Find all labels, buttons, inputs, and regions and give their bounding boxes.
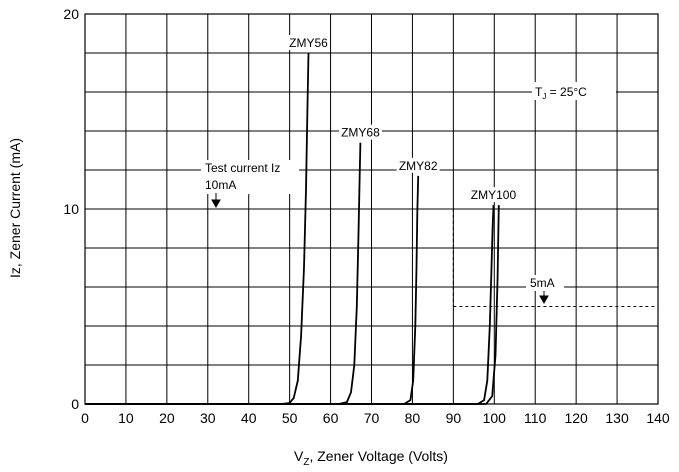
- series-curve: [85, 205, 500, 405]
- series-label-zmy56: ZMY56: [289, 36, 328, 50]
- y-axis-title: Iz, Zener Current (mA): [7, 138, 23, 278]
- x-tick-label: 50: [282, 410, 298, 426]
- series-label-bg: [396, 157, 440, 173]
- x-tick-label: 100: [483, 410, 507, 426]
- x-tick-label: 130: [605, 410, 629, 426]
- series-labels: ZMY56 ZMY68 ZMY82 ZMY100: [286, 35, 519, 203]
- curves: [85, 52, 500, 405]
- series-label-bg: [286, 35, 330, 50]
- series-label-zmy68: ZMY68: [341, 126, 380, 140]
- x-tick-label: 30: [200, 410, 216, 426]
- y-tick-label: 0: [71, 396, 79, 412]
- five-ma-label: 5mA: [530, 276, 555, 290]
- x-tick-label: 80: [405, 410, 421, 426]
- reference-lines: [85, 208, 658, 307]
- x-tick-label: 120: [564, 410, 588, 426]
- x-tick-label: 0: [81, 410, 89, 426]
- x-tick-label: 40: [241, 410, 257, 426]
- x-tick-label: 110: [524, 410, 547, 426]
- test-current-label-bg: [201, 160, 299, 194]
- y-tick-label: 10: [63, 201, 79, 217]
- series-label-bg: [468, 187, 519, 203]
- series-label-bg: [338, 124, 382, 140]
- x-tick-label: 140: [646, 410, 670, 426]
- test-current-arrow: [211, 193, 221, 209]
- x-axis-title: VZ, Zener Voltage (Volts): [294, 448, 448, 468]
- series-curve-zmy82: [85, 175, 420, 405]
- five-ma-arrow: [539, 291, 549, 305]
- x-tick-label: 20: [159, 410, 175, 426]
- series-label-zmy82: ZMY82: [399, 159, 438, 173]
- tj-label: TJ = 25°C: [535, 85, 587, 101]
- test-current-label: Test current Iz: [205, 161, 280, 175]
- five-ma-label-bg: [526, 275, 564, 291]
- x-tick-label: 10: [118, 410, 134, 426]
- x-tick-label: 70: [364, 410, 380, 426]
- x-tick-label: 90: [446, 410, 462, 426]
- tick-labels: 0 10 20 30 40 50 60 70 80 90 100 110 120 130 140 0 10 20: [63, 6, 669, 426]
- tj-label-bg: [532, 82, 616, 100]
- series-curve-zmy56: [85, 52, 310, 405]
- x-tick-label: 60: [323, 410, 339, 426]
- series-label-zmy100: ZMY100: [471, 188, 517, 202]
- test-current-value: 10mA: [205, 178, 236, 192]
- y-tick-label: 20: [63, 6, 79, 22]
